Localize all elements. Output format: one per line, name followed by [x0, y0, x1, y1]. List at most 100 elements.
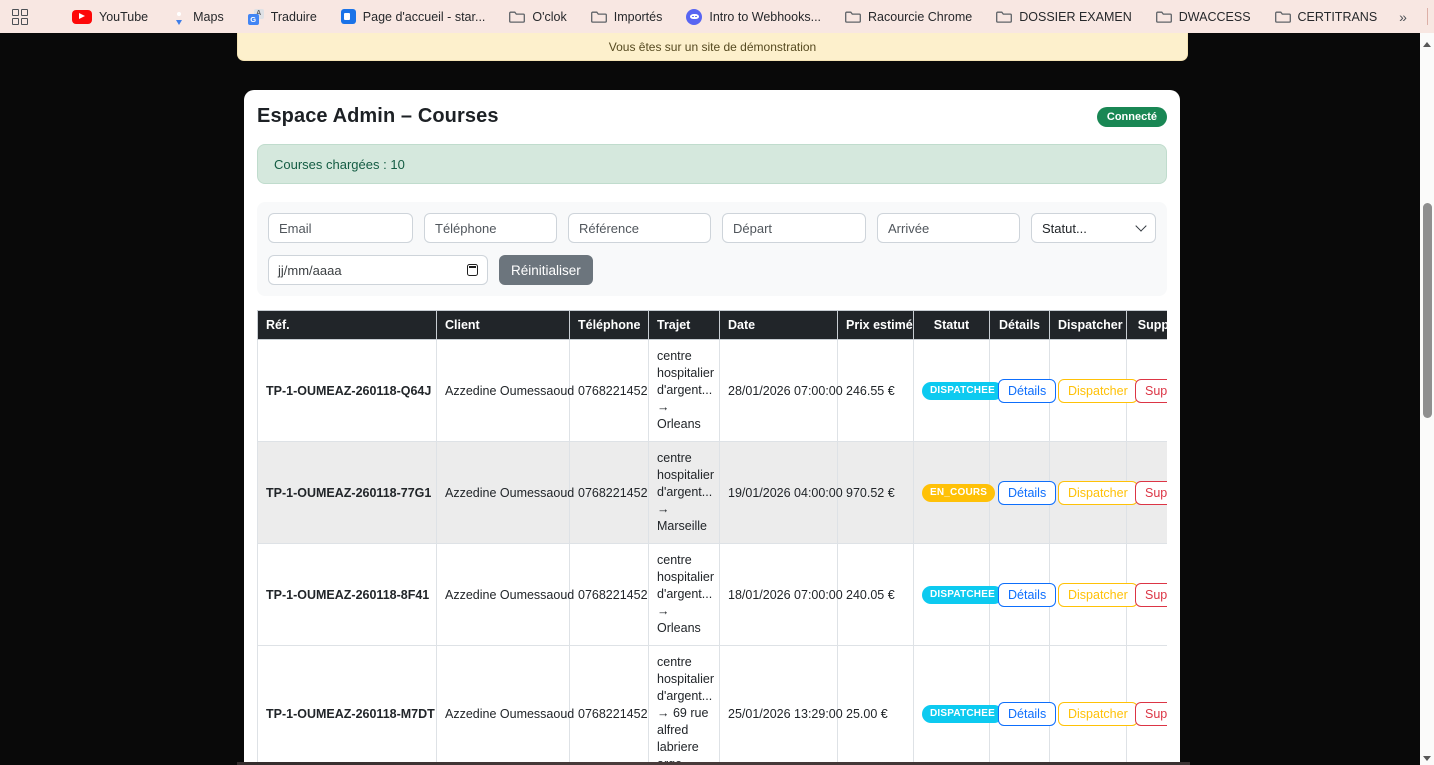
phone-filter-input[interactable] — [424, 213, 557, 243]
statut-filter-select[interactable]: Statut... — [1031, 213, 1156, 243]
details-button[interactable]: Détails — [998, 480, 1057, 505]
ref-cell: TP-1-OUMEAZ-260118-M7DT — [257, 645, 437, 765]
bookmark-label: Intro to Webhooks... — [709, 9, 822, 24]
bookmark-item[interactable]: Maps — [172, 8, 224, 26]
bookmark-item[interactable]: DOSSIER EXAMEN — [996, 10, 1132, 24]
bookmark-label: YouTube — [99, 9, 149, 24]
email-filter-input[interactable] — [268, 213, 413, 243]
column-header: Prix estimé — [837, 310, 914, 340]
bookmark-label: Importés — [613, 9, 663, 24]
dispatch-button-cell: Dispatcher — [1049, 645, 1138, 765]
scroll-up-arrow-icon[interactable] — [1423, 42, 1431, 47]
status-cell: DISPATCHEE — [913, 339, 1003, 442]
courses-loaded-text: Courses chargées : 10 — [274, 156, 405, 172]
reference-filter-input[interactable] — [568, 213, 711, 243]
bookmark-label: Racourcie Chrome — [868, 9, 973, 24]
status-badge: EN_COURS — [922, 483, 996, 502]
table-row: TP-1-OUMEAZ-260118-M7DT Azzedine Oumessao… — [257, 645, 1167, 765]
bookmark-item[interactable]: Intro to Webhooks... — [686, 8, 822, 25]
details-button-cell: Détails — [989, 645, 1057, 765]
calendar-icon[interactable] — [467, 264, 478, 276]
date-placeholder: jj/mm/aaaa — [278, 262, 342, 278]
vertical-scrollbar[interactable] — [1420, 33, 1434, 765]
date-filter-input[interactable]: jj/mm/aaaa — [268, 255, 488, 285]
bookmark-item[interactable]: DWACCESS — [1155, 9, 1251, 24]
folder-icon — [1155, 10, 1172, 23]
bookmark-item[interactable]: YouTube — [72, 9, 149, 24]
bookmark-item[interactable]: CERTITRANS — [1274, 9, 1378, 24]
delete-button[interactable]: Supprimer — [1135, 582, 1167, 607]
table-header-row: Réf. Client Téléphone Trajet Date Prix estimé… — [257, 310, 1167, 340]
column-header: Trajet — [648, 310, 720, 340]
phone-cell: 0768221452 — [569, 441, 649, 544]
bookmark-label: CERTITRANS — [1297, 9, 1378, 24]
bookmark-item[interactable]: Importés — [590, 9, 663, 24]
bookmarks-divider — [1426, 8, 1428, 25]
apps-grid-icon[interactable] — [12, 8, 28, 25]
table-row: TP-1-OUMEAZ-260118-Q64J Azzedine Oumessao… — [257, 339, 1167, 442]
bookmark-label: DWACCESS — [1178, 9, 1251, 24]
delete-button[interactable]: Supprimer — [1135, 701, 1167, 726]
dispatch-button-cell: Dispatcher — [1049, 339, 1138, 442]
admin-card: Espace Admin – Courses Connecté Courses … — [244, 90, 1180, 765]
arrivee-filter-input[interactable] — [877, 213, 1020, 243]
status-badge: DISPATCHEE — [922, 381, 1003, 400]
page-icon — [340, 9, 356, 24]
scroll-down-arrow-icon[interactable] — [1423, 756, 1431, 761]
status-badge: DISPATCHEE — [922, 704, 1003, 723]
date-cell: 28/01/2026 07:00:00 — [719, 339, 843, 442]
status-badge: DISPATCHEE — [922, 585, 1003, 604]
dispatch-button[interactable]: Dispatcher — [1058, 378, 1138, 403]
courses-table: Réf. Client Téléphone Trajet Date Prix estimé… — [257, 310, 1167, 765]
status-cell: DISPATCHEE — [913, 543, 1003, 646]
dispatch-button[interactable]: Dispatcher — [1058, 480, 1138, 505]
column-header: Détails — [989, 310, 1050, 340]
depart-filter-input[interactable] — [722, 213, 866, 243]
delete-button-cell: Supprimer — [1126, 543, 1167, 646]
status-cell: DISPATCHEE — [913, 645, 1003, 765]
column-header: Client — [436, 310, 570, 340]
folder-icon — [590, 10, 607, 23]
bookmark-item[interactable]: A G Traduire — [247, 8, 317, 25]
client-cell: Azzedine Oumessaoud — [436, 339, 574, 442]
dispatch-button-cell: Dispatcher — [1049, 543, 1138, 646]
table-row: TP-1-OUMEAZ-260118-8F41 Azzedine Oumessao… — [257, 543, 1167, 646]
details-button[interactable]: Détails — [998, 582, 1057, 607]
dispatch-button[interactable]: Dispatcher — [1058, 582, 1138, 607]
bookmark-item[interactable]: Page d'accueil - star... — [340, 9, 486, 24]
phone-cell: 0768221452 — [569, 543, 649, 646]
delete-button[interactable]: Supprimer — [1135, 378, 1167, 403]
folder-icon — [509, 10, 526, 23]
folder-icon — [996, 10, 1013, 23]
column-header: Supprimer — [1126, 310, 1167, 340]
courses-loaded-alert: Courses chargées : 10 — [257, 144, 1167, 184]
reset-button[interactable]: Réinitialiser — [499, 255, 593, 285]
connected-badge: Connecté — [1096, 106, 1167, 127]
details-button[interactable]: Détails — [998, 378, 1057, 403]
delete-button[interactable]: Supprimer — [1135, 480, 1167, 505]
page-title: Espace Admin – Courses — [257, 105, 499, 127]
filters-panel: Statut... jj/mm/aaaa Réinitialiser — [257, 202, 1167, 296]
date-cell: 19/01/2026 04:00:00 — [719, 441, 843, 544]
bookmark-item[interactable]: Racourcie Chrome — [845, 10, 972, 24]
details-button[interactable]: Détails — [998, 701, 1057, 726]
table-row: TP-1-OUMEAZ-260118-77G1 Azzedine Oumessao… — [257, 441, 1167, 544]
details-button-cell: Détails — [989, 543, 1057, 646]
statut-select-value: Statut... — [1042, 220, 1087, 236]
card-header: Espace Admin – Courses Connecté — [257, 105, 1167, 128]
bookmark-label: Page d'accueil - star... — [362, 9, 486, 24]
dispatch-button-cell: Dispatcher — [1049, 441, 1138, 544]
scrollbar-thumb[interactable] — [1422, 203, 1432, 418]
phone-cell: 0768221452 — [569, 645, 649, 765]
dispatch-button[interactable]: Dispatcher — [1058, 701, 1138, 726]
details-button-cell: Détails — [989, 441, 1057, 544]
date-cell: 18/01/2026 07:00:00 — [719, 543, 843, 646]
horizontal-scrollbar[interactable] — [237, 762, 1190, 765]
details-button-cell: Détails — [989, 339, 1057, 442]
discord-icon — [686, 8, 703, 25]
trajet-cell: centre hospitalier d'argent... → Orleans — [648, 543, 720, 646]
client-cell: Azzedine Oumessaoud — [436, 543, 574, 646]
bookmarks-overflow-chevron[interactable]: » — [1399, 8, 1407, 25]
bookmark-item[interactable]: O'clok — [509, 10, 567, 24]
